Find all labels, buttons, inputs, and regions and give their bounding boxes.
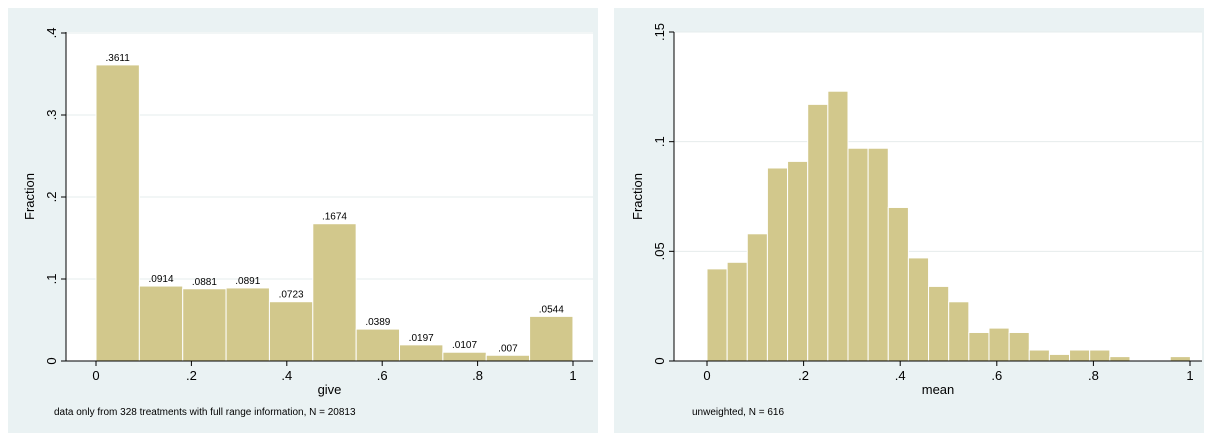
bar-value-label: .0914 <box>149 274 174 285</box>
x-axis-title: mean <box>922 382 955 397</box>
histogram-bar <box>726 261 748 362</box>
histogram-bar <box>1069 349 1091 362</box>
y-tick-label: .15 <box>652 23 667 41</box>
y-tick-label: .2 <box>44 192 59 203</box>
y-tick-label: 0 <box>44 357 59 364</box>
histogram-bar <box>1089 349 1111 362</box>
x-tick-label: .4 <box>895 368 906 383</box>
bar-value-label: .0107 <box>452 340 477 351</box>
histogram-bar <box>928 285 950 362</box>
histogram-bar <box>907 257 930 362</box>
x-tick-label: .4 <box>281 368 292 383</box>
histogram-bar <box>766 167 789 362</box>
x-tick-label: .2 <box>798 368 809 383</box>
histogram-panel-mean: 0 .05 .1 .15 0 .2 .4 .6 .8 1 mean Fraction unweight… <box>614 8 1204 433</box>
histogram-bar <box>706 268 728 362</box>
histogram-bar <box>746 233 768 362</box>
histogram-bar <box>787 160 809 362</box>
histogram-bar <box>867 147 889 362</box>
y-axis-title: Fraction <box>630 173 645 220</box>
histogram-bar <box>225 287 270 362</box>
y-tick-label: .3 <box>44 110 59 121</box>
histogram-give-chart: 0 .1 .2 .3 .4 .3611 .0914 .0881 .0891 .0723 .1674.… <box>22 28 593 397</box>
bar-value-label: .1674 <box>322 212 347 223</box>
y-axis-title: Fraction <box>22 173 37 220</box>
bar-value-label: .0389 <box>365 317 390 328</box>
histogram-bar <box>1048 353 1071 362</box>
histogram-bar <box>399 344 444 362</box>
histogram-bar <box>1109 356 1131 362</box>
histogram-bar <box>182 288 227 362</box>
x-tick-label: 0 <box>92 368 99 383</box>
bar-value-label: .0197 <box>409 333 434 344</box>
histogram-bar <box>1008 331 1030 362</box>
histogram-mean-chart: 0 .05 .1 .15 0 .2 .4 .6 .8 1 mean Fraction <box>630 23 1202 397</box>
y-tick-label: 0 <box>652 357 667 364</box>
x-tick-label: 1 <box>1186 368 1193 383</box>
x-tick-label: .8 <box>472 368 483 383</box>
x-tick-label: 1 <box>569 368 576 383</box>
chart-note: unweighted, N = 616 <box>692 407 785 418</box>
x-tick-label: .6 <box>991 368 1002 383</box>
x-tick-label: .2 <box>186 368 197 383</box>
histogram-panel-give: 0 .1 .2 .3 .4 .3611 .0914 .0881 .0891 .0723 .1674.… <box>8 8 598 433</box>
histogram-bar <box>138 285 184 362</box>
histogram-bar <box>312 223 357 362</box>
histogram-bar <box>988 327 1010 362</box>
histogram-bar <box>442 351 487 362</box>
y-tick-label: .4 <box>44 28 59 39</box>
histogram-bar <box>355 328 401 362</box>
histogram-bar <box>968 331 990 362</box>
bar-value-label: .007 <box>498 343 518 354</box>
x-tick-label: 0 <box>703 368 710 383</box>
histogram-bar <box>827 90 849 362</box>
bar-value-label: .0723 <box>279 290 304 301</box>
bar-value-label: .3611 <box>106 53 131 64</box>
histogram-bar <box>529 315 574 362</box>
chart-note: data only from 328 treatments with full … <box>54 407 356 418</box>
histogram-bar <box>948 301 970 362</box>
histogram-bar <box>268 301 314 362</box>
y-tick-label: .1 <box>44 274 59 285</box>
x-tick-label: .8 <box>1088 368 1099 383</box>
histogram-bar <box>887 206 909 362</box>
histogram-bar <box>485 354 531 362</box>
bar-value-label: .0881 <box>192 277 217 288</box>
y-tick-label: .05 <box>652 242 667 260</box>
x-tick-label: .6 <box>377 368 388 383</box>
bar-value-label: .0544 <box>539 304 564 315</box>
histogram-bar <box>1028 349 1050 362</box>
y-tick-label: .1 <box>652 136 667 147</box>
x-axis-title: give <box>318 382 342 397</box>
bar-value-label: .0891 <box>235 276 260 287</box>
histogram-bar <box>1169 356 1191 362</box>
histogram-bar <box>847 147 869 362</box>
histogram-bar <box>95 64 140 362</box>
histogram-bar <box>807 103 829 362</box>
